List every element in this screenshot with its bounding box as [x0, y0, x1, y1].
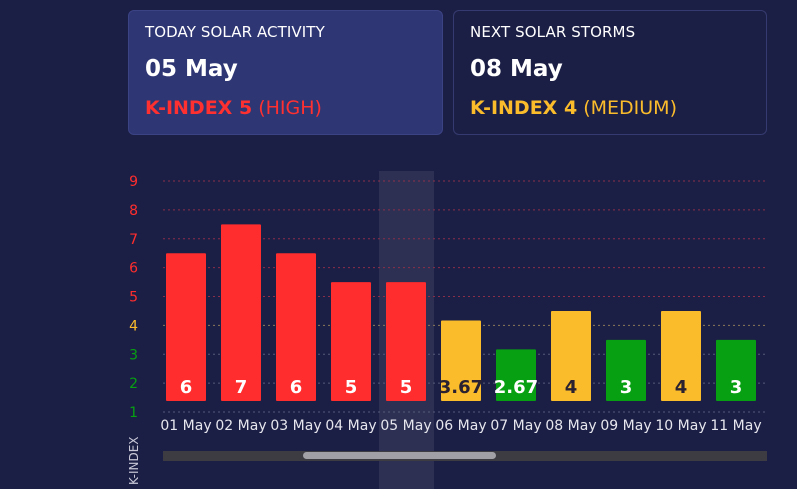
- today-kindex-level: (HIGH): [258, 97, 322, 119]
- next-storm-label: NEXT SOLAR STORMS: [470, 23, 636, 41]
- chart-bars: [166, 224, 756, 401]
- bar-01-may[interactable]: [166, 253, 206, 401]
- y-tick-label: 9: [129, 174, 138, 190]
- y-tick-label: 8: [129, 203, 138, 219]
- x-tick-label: 08 May: [545, 418, 596, 434]
- y-axis-title: K-INDEX: [127, 437, 141, 486]
- x-tick-label: 07 May: [490, 418, 541, 434]
- x-tick-label: 06 May: [435, 418, 486, 434]
- kindex-bar-chart: 1 2 3 4 5 6 7 8 9 6 7 6 5 5 3.67 2.67 4 3 4 3 01 May 02 May…: [127, 171, 767, 489]
- scrollbar-thumb[interactable]: [303, 452, 496, 459]
- y-tick-label: 6: [129, 261, 138, 277]
- today-activity-label: TODAY SOLAR ACTIVITY: [145, 23, 325, 41]
- bar-value-label: 6: [180, 377, 193, 398]
- bar-value-labels: 6 7 6 5 5 3.67 2.67 4 3 4 3: [180, 377, 743, 398]
- x-tick-label: 02 May: [215, 418, 266, 434]
- today-kindex-value: K-INDEX 5: [145, 97, 253, 119]
- x-axis-ticks: 01 May 02 May 03 May 04 May 05 May 06 May 07 M…: [160, 418, 761, 434]
- y-tick-label: 2: [129, 376, 138, 392]
- bar-05-may[interactable]: [386, 282, 426, 401]
- bar-06-may[interactable]: [441, 320, 481, 401]
- y-axis-ticks: 1 2 3 4 5 6 7 8 9: [129, 174, 138, 421]
- bar-value-label: 5: [400, 377, 413, 398]
- bar-value-label: 5: [345, 377, 358, 398]
- x-tick-label: 11 May: [710, 418, 761, 434]
- next-storm-date: 08 May: [470, 56, 563, 82]
- y-tick-label: 3: [129, 347, 138, 363]
- bar-value-label: 2.67: [494, 377, 538, 398]
- y-tick-label: 7: [129, 232, 138, 248]
- bar-04-may[interactable]: [331, 282, 371, 401]
- x-tick-label: 05 May: [380, 418, 431, 434]
- x-tick-label: 04 May: [325, 418, 376, 434]
- x-tick-label: 10 May: [655, 418, 706, 434]
- bar-03-may[interactable]: [276, 253, 316, 401]
- bar-value-label: 3: [620, 377, 633, 398]
- today-kindex: K-INDEX 5 (HIGH): [145, 97, 426, 119]
- bar-value-label: 3.67: [439, 377, 483, 398]
- next-storm-kindex: K-INDEX 4 (MEDIUM): [470, 97, 750, 119]
- next-storm-kindex-level: (MEDIUM): [583, 97, 677, 119]
- bar-value-label: 3: [730, 377, 743, 398]
- bar-value-label: 7: [235, 377, 248, 398]
- bar-09-may[interactable]: [606, 339, 646, 401]
- x-tick-label: 03 May: [270, 418, 321, 434]
- y-tick-label: 5: [129, 290, 138, 306]
- y-tick-label: 1: [129, 405, 138, 421]
- today-activity-card: TODAY SOLAR ACTIVITY 05 May K-INDEX 5 (H…: [128, 10, 443, 135]
- y-tick-label: 4: [129, 318, 138, 334]
- bar-02-may[interactable]: [221, 224, 261, 401]
- bar-value-label: 4: [675, 377, 688, 398]
- bar-07-may[interactable]: [496, 349, 536, 401]
- next-storm-card: NEXT SOLAR STORMS 08 May K-INDEX 4 (MEDI…: [453, 10, 767, 135]
- next-storm-kindex-value: K-INDEX 4: [470, 97, 578, 119]
- bar-08-may[interactable]: [551, 310, 591, 401]
- bar-value-label: 4: [565, 377, 578, 398]
- x-tick-label: 01 May: [160, 418, 211, 434]
- x-tick-label: 09 May: [600, 418, 651, 434]
- bar-11-may[interactable]: [716, 339, 756, 401]
- bar-10-may[interactable]: [661, 310, 701, 401]
- bar-value-label: 6: [290, 377, 303, 398]
- today-date: 05 May: [145, 56, 238, 82]
